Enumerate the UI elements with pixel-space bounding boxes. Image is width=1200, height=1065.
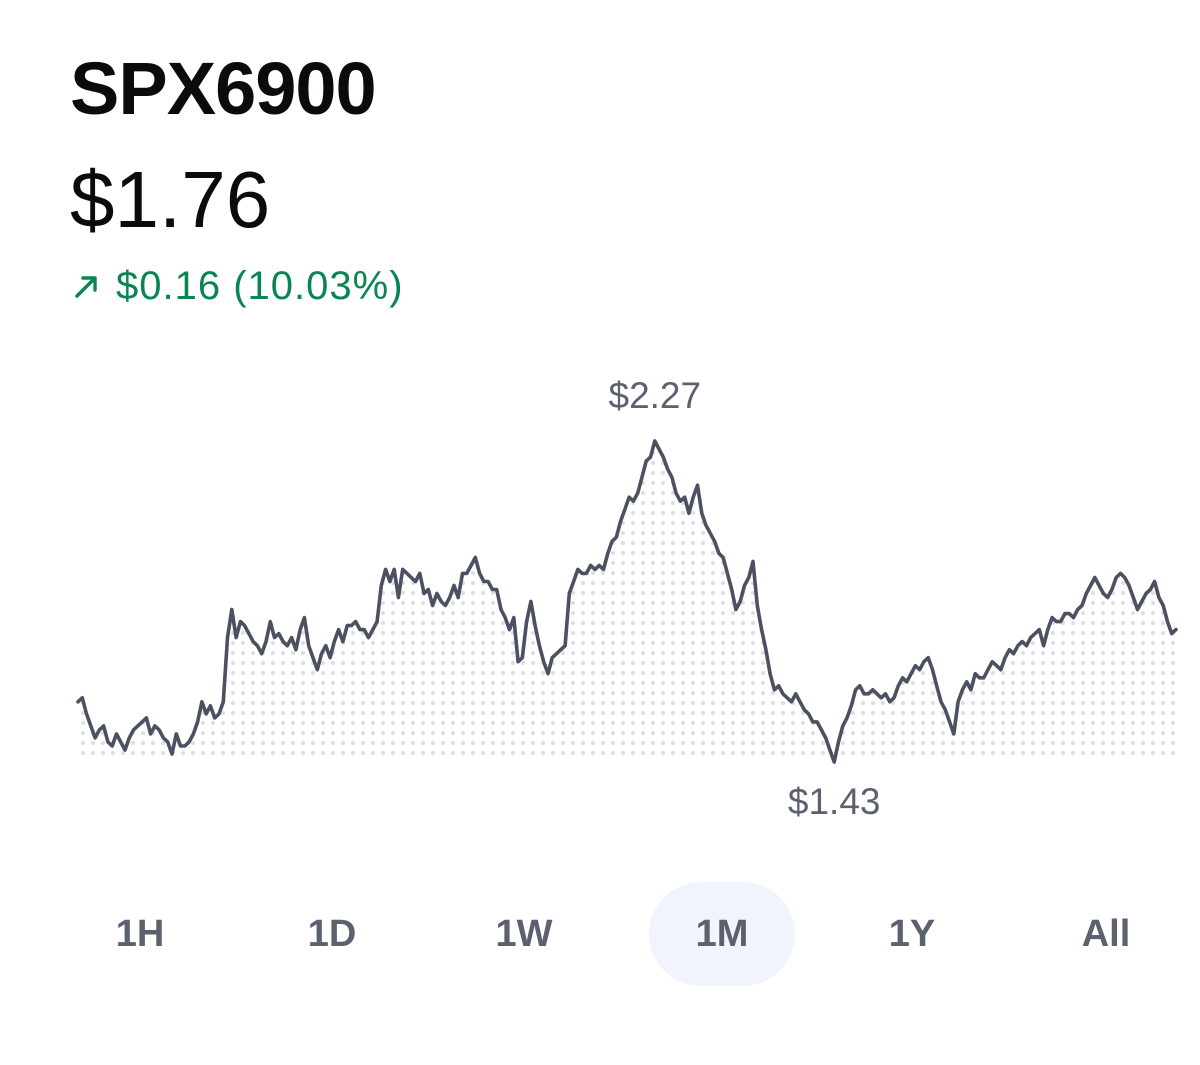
chart-area-fill — [78, 441, 1176, 762]
chart-high-label: $2.27 — [609, 375, 702, 416]
arrow-up-right-icon — [72, 271, 102, 301]
current-price: $1.76 — [70, 155, 271, 244]
tab-1w[interactable]: 1W — [451, 882, 597, 986]
tab-1y[interactable]: 1Y — [839, 882, 985, 986]
tab-1m[interactable]: 1M — [649, 882, 795, 986]
timeframe-tabs: 1H 1D 1W 1M 1Y All — [0, 882, 1200, 988]
chart-low-label: $1.43 — [788, 781, 881, 820]
asset-title: SPX6900 — [70, 47, 377, 130]
chart-price-line — [76, 439, 1178, 764]
price-change-text: $0.16 (10.03%) — [116, 264, 404, 308]
tab-1h[interactable]: 1H — [67, 882, 213, 986]
tab-1d[interactable]: 1D — [259, 882, 405, 986]
price-chart[interactable]: $2.27 $1.43 — [0, 340, 1200, 820]
price-change: $0.16 (10.03%) — [72, 266, 404, 306]
tab-all[interactable]: All — [1033, 882, 1179, 986]
